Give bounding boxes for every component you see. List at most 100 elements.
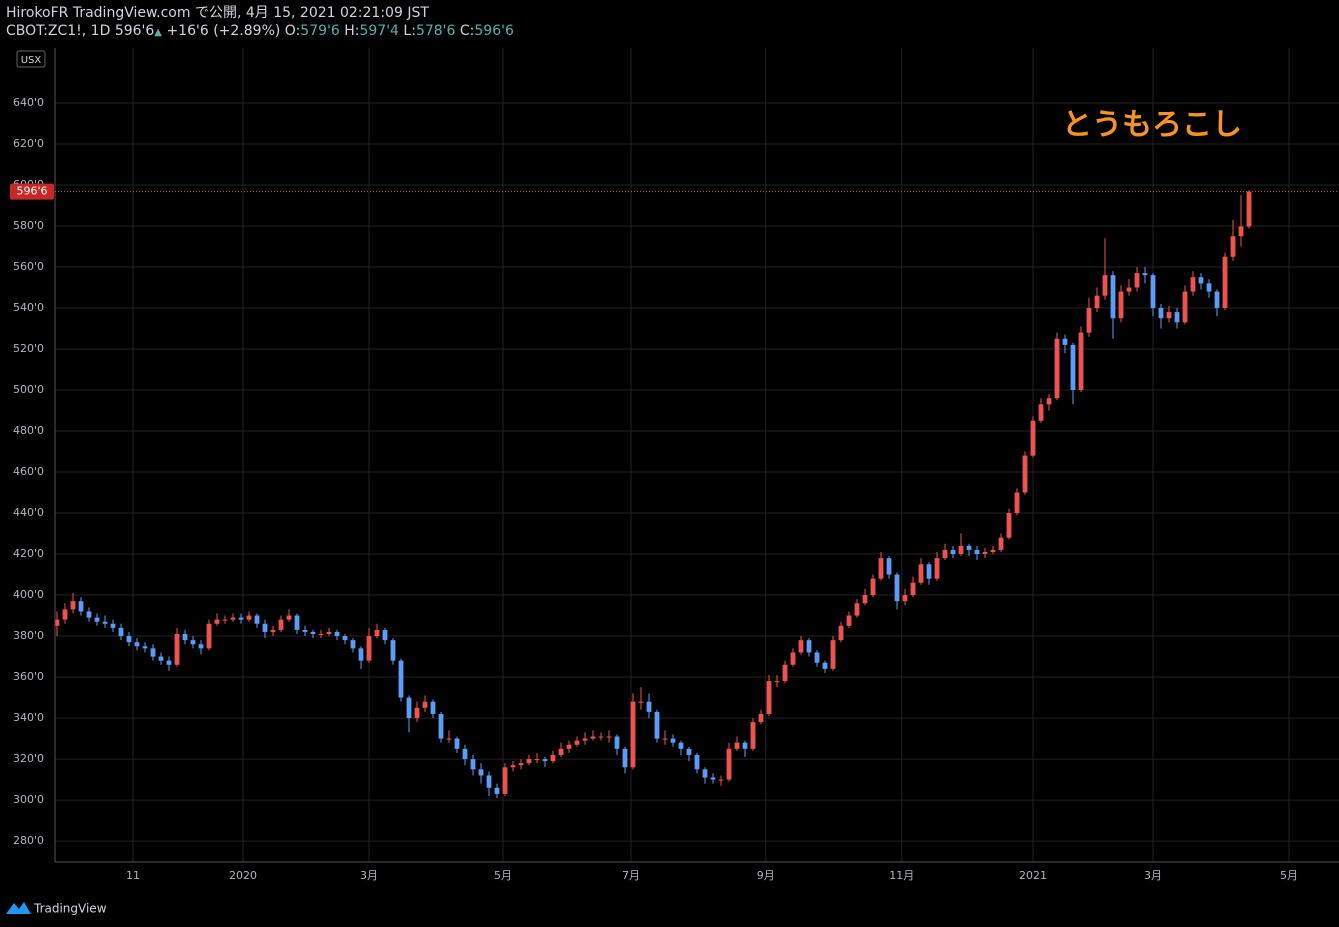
- candle-body: [878, 558, 884, 579]
- candle-body: [1086, 307, 1092, 333]
- candle-body: [1222, 256, 1228, 308]
- y-tick-label: 440'0: [13, 506, 44, 519]
- x-tick-label: 11: [126, 869, 140, 882]
- candle-body: [886, 558, 892, 575]
- candle-body: [942, 549, 948, 559]
- y-tick-label: 360'0: [13, 670, 44, 683]
- symbol: CBOT:ZC1!, 1D: [6, 23, 111, 39]
- candle-body: [126, 636, 132, 643]
- candle-body: [902, 595, 908, 602]
- candle-body: [1174, 312, 1180, 323]
- candle-body: [286, 615, 292, 620]
- candle-body: [1030, 420, 1036, 456]
- candle-body: [910, 582, 916, 596]
- candle-body: [510, 765, 516, 768]
- candle-body: [1238, 226, 1244, 237]
- candle-body: [614, 736, 620, 749]
- candle-body: [302, 629, 308, 632]
- candle-body: [430, 701, 436, 714]
- candle-body: [806, 640, 812, 653]
- l-label: L:: [403, 23, 416, 39]
- currency-box: [16, 50, 46, 68]
- y-tick-label: 540'0: [13, 301, 44, 314]
- candle-body: [1206, 283, 1212, 292]
- candle-body: [702, 769, 708, 778]
- y-tick-label: 500'0: [13, 383, 44, 396]
- x-tick-label: 5月: [494, 869, 512, 882]
- candle-body: [862, 595, 868, 604]
- candle-body: [198, 644, 204, 649]
- candle-body: [710, 777, 716, 780]
- candle-body: [526, 759, 532, 764]
- candle-body: [838, 625, 844, 641]
- candle-body: [662, 738, 668, 740]
- h-value: 597'4: [359, 23, 399, 39]
- candle-body: [590, 736, 596, 739]
- candle-body: [1182, 291, 1188, 323]
- candle-body: [1118, 291, 1124, 319]
- y-tick-label: 460'0: [13, 465, 44, 478]
- c-label: C:: [459, 23, 475, 39]
- candle-body: [246, 615, 252, 620]
- candle-body: [870, 578, 876, 596]
- candle-body: [446, 738, 452, 740]
- candle-body: [1078, 332, 1084, 391]
- candle-body: [190, 640, 196, 645]
- o-label: O:: [284, 23, 301, 39]
- candle-body: [1070, 344, 1076, 391]
- candle-body: [494, 787, 500, 794]
- candle-body: [262, 623, 268, 632]
- candle-body: [686, 748, 692, 755]
- candle-body: [406, 697, 412, 719]
- candle-body: [534, 759, 540, 761]
- y-tick-label: 300'0: [13, 793, 44, 806]
- candle-body: [238, 617, 244, 620]
- candle-body: [390, 640, 396, 661]
- candle-body: [1094, 295, 1100, 308]
- candle-body: [462, 748, 468, 760]
- logo-text: TradingView: [33, 902, 107, 916]
- candles: [54, 190, 1252, 799]
- candle-body: [1142, 273, 1148, 276]
- candle-body: [958, 545, 964, 555]
- candle-body: [694, 754, 700, 770]
- candle-body: [582, 738, 588, 741]
- candle-body: [1166, 312, 1172, 319]
- candle-body: [414, 707, 420, 719]
- candle-body: [950, 549, 956, 555]
- candle-body: [966, 545, 972, 550]
- candle-body: [230, 617, 236, 620]
- candle-body: [1190, 277, 1196, 292]
- x-tick-label: 3月: [360, 869, 378, 882]
- candle-body: [734, 742, 740, 749]
- y-tick-label: 400'0: [13, 588, 44, 601]
- candle-body: [398, 660, 404, 698]
- grid: [55, 48, 1339, 862]
- y-tick-label: 640'0: [13, 96, 44, 109]
- header-line1: HirokoFR TradingView.com で公開, 4月 15, 202…: [6, 5, 429, 21]
- candle-body: [1006, 513, 1012, 538]
- candle-body: [926, 564, 932, 579]
- candle-body: [1102, 275, 1108, 296]
- candle-body: [1062, 338, 1068, 345]
- candle-body: [1198, 277, 1204, 284]
- candle-body: [854, 603, 860, 616]
- candle-body: [358, 648, 364, 661]
- candle-body: [182, 633, 188, 641]
- candle-body: [110, 623, 116, 628]
- candle-body: [1134, 273, 1140, 288]
- annotation: とうもろこし: [1062, 108, 1242, 143]
- candle-body: [134, 642, 140, 647]
- x-tick-label: 3月: [1144, 869, 1162, 882]
- last-price-box: [10, 183, 54, 200]
- candle-body: [422, 701, 428, 708]
- candle-body: [918, 564, 924, 583]
- candle-body: [166, 660, 172, 665]
- candle-body: [830, 640, 836, 669]
- currency: USX: [21, 55, 42, 66]
- candle-body: [326, 631, 332, 634]
- candle-body: [726, 748, 732, 780]
- logo-icon: [6, 902, 31, 914]
